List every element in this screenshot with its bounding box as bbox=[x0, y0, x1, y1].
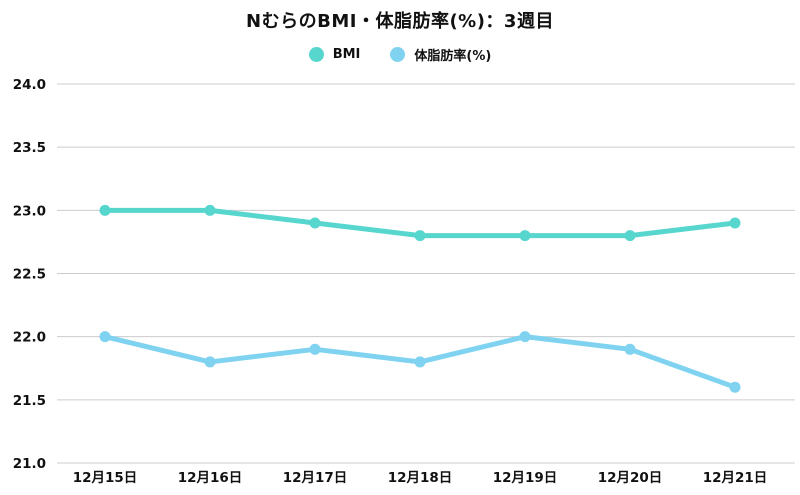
x-tick-label: 12月20日 bbox=[598, 470, 663, 486]
data-point-体脂肪率(%)-12月19日 bbox=[519, 331, 531, 343]
y-tick-label: 24.0 bbox=[13, 77, 46, 93]
data-point-BMI-12月21日 bbox=[729, 217, 741, 229]
x-tick-label: 12月21日 bbox=[703, 470, 768, 486]
x-tick-label: 12月18日 bbox=[388, 470, 453, 486]
x-tick-label: 12月16日 bbox=[178, 470, 243, 486]
x-tick-label: 12月19日 bbox=[493, 470, 558, 486]
y-tick-label: 23.5 bbox=[13, 140, 46, 156]
legend-item-taishibouritsu[interactable]: 体脂肪率(%) bbox=[390, 45, 491, 64]
x-tick-label: 12月17日 bbox=[283, 470, 348, 486]
legend-marker-taishibouritsu-icon bbox=[390, 47, 406, 62]
chart-legend: BMI 体脂肪率(%) bbox=[0, 45, 800, 64]
chart-title: NむらのBMI・体脂肪率(%)：3週目 bbox=[246, 11, 554, 32]
y-tick-label: 21.0 bbox=[13, 456, 46, 472]
y-tick-label: 21.5 bbox=[13, 393, 46, 409]
data-point-BMI-12月20日 bbox=[624, 230, 636, 242]
data-point-体脂肪率(%)-12月17日 bbox=[309, 343, 321, 355]
data-point-体脂肪率(%)-12月16日 bbox=[204, 356, 216, 368]
y-tick-label: 22.5 bbox=[13, 267, 46, 283]
data-point-BMI-12月16日 bbox=[204, 204, 216, 216]
y-tick-label: 23.0 bbox=[13, 203, 46, 219]
data-point-BMI-12月15日 bbox=[99, 204, 111, 216]
data-point-体脂肪率(%)-12月15日 bbox=[99, 331, 111, 343]
legend-label-taishibouritsu: 体脂肪率(%) bbox=[414, 49, 492, 64]
data-point-体脂肪率(%)-12月20日 bbox=[624, 343, 636, 355]
y-tick-label: 22.0 bbox=[13, 330, 46, 346]
data-point-体脂肪率(%)-12月21日 bbox=[729, 381, 741, 393]
x-tick-label: 12月15日 bbox=[73, 470, 138, 486]
data-point-BMI-12月17日 bbox=[309, 217, 321, 229]
legend-item-bmi[interactable]: BMI bbox=[308, 47, 361, 62]
data-point-BMI-12月19日 bbox=[519, 230, 531, 242]
legend-marker-bmi-icon bbox=[308, 47, 324, 62]
data-point-体脂肪率(%)-12月18日 bbox=[414, 356, 426, 368]
data-point-BMI-12月18日 bbox=[414, 230, 426, 242]
legend-label-bmi: BMI bbox=[332, 47, 361, 62]
